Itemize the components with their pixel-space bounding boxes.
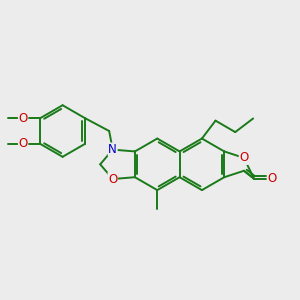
Text: N: N xyxy=(108,143,117,156)
Text: O: O xyxy=(19,112,28,124)
Text: O: O xyxy=(239,152,249,164)
Text: O: O xyxy=(19,137,28,150)
Text: O: O xyxy=(108,172,117,185)
Text: O: O xyxy=(267,172,277,185)
